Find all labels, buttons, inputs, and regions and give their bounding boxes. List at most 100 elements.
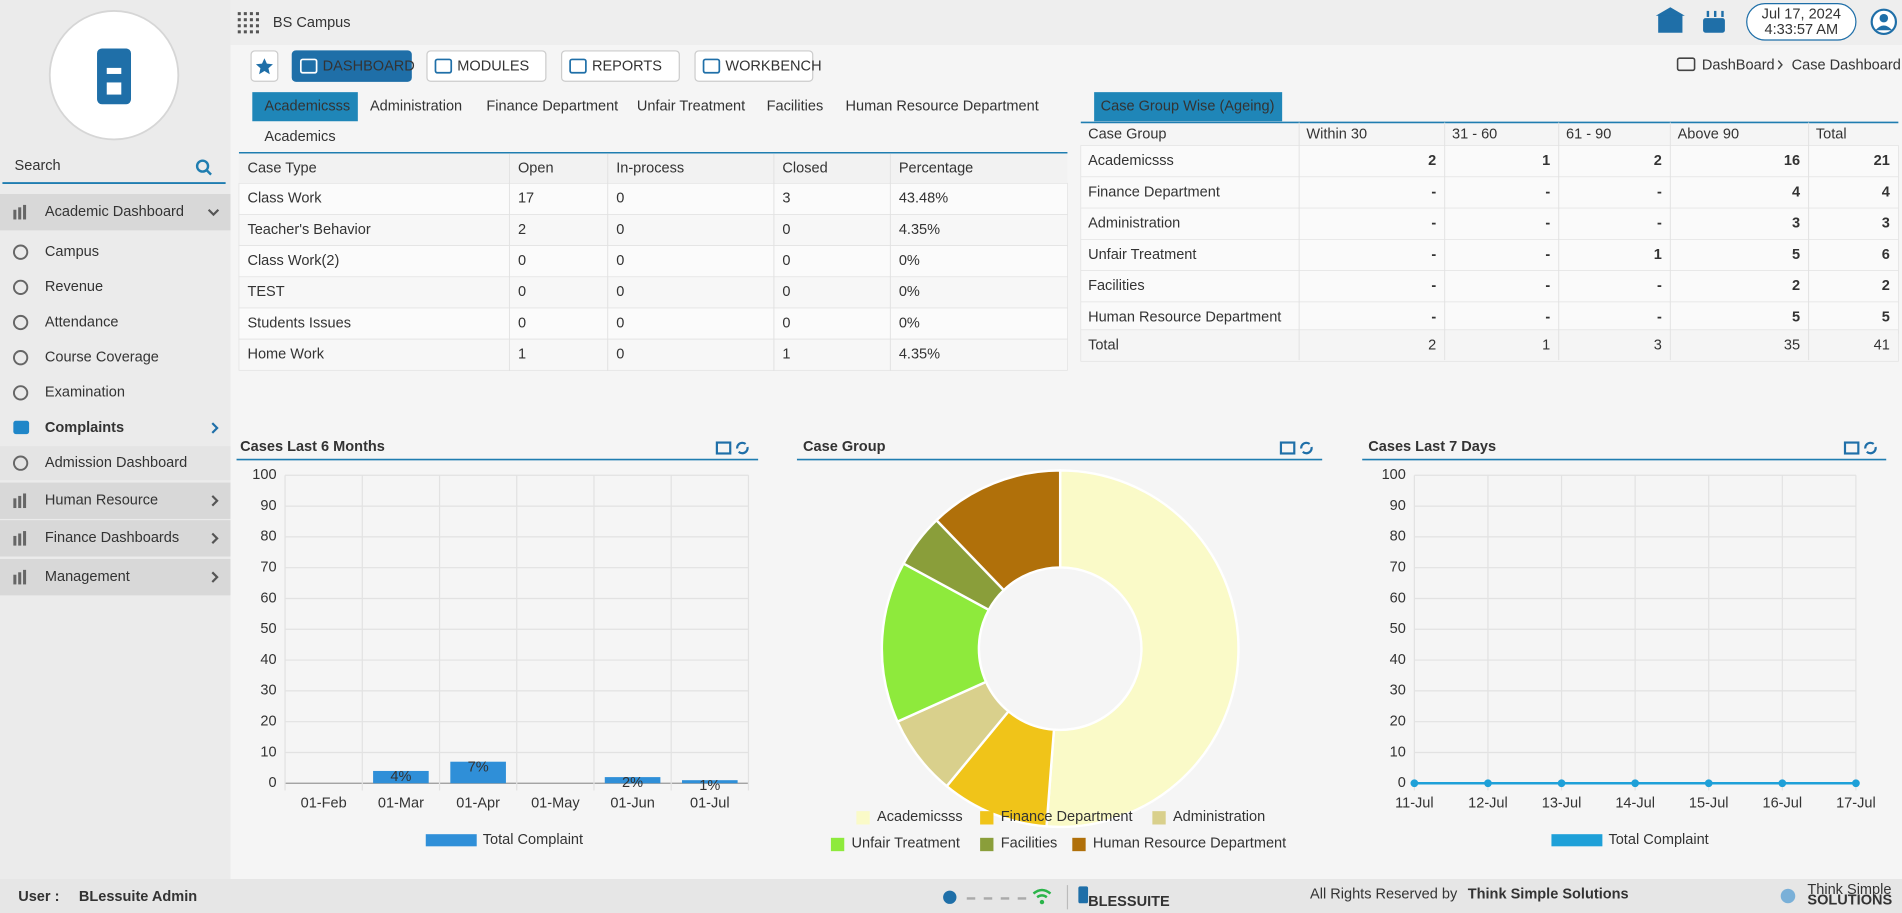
menu-icon	[12, 279, 29, 295]
company-logo-bottom: SOLUTIONS	[1807, 893, 1892, 909]
menu-item[interactable]: Campus	[45, 244, 99, 260]
favourite-star	[255, 58, 273, 75]
search-icon	[195, 159, 210, 173]
tab[interactable]: Finance Department	[486, 99, 618, 115]
birthday-icon[interactable]	[1703, 18, 1725, 33]
menu-item[interactable]: Management	[45, 569, 130, 585]
menu-group-bg	[0, 193, 231, 231]
table-cell: 0	[616, 253, 624, 269]
tab[interactable]: Academics	[264, 129, 335, 145]
brand-name: BLESSUITE	[1088, 894, 1170, 910]
table-cell: -	[1431, 184, 1436, 200]
y-tick-label: 50	[260, 621, 276, 637]
nav-button[interactable]	[694, 50, 814, 82]
legend-label: Facilities	[1001, 836, 1058, 852]
column-header: Within 30	[1306, 126, 1367, 142]
x-tick-label: 13-Jul	[1542, 796, 1582, 812]
tab[interactable]: Academicsss	[264, 99, 350, 115]
menu-item[interactable]: Human Resource	[45, 493, 158, 509]
menu-item[interactable]: Course Coverage	[45, 350, 159, 366]
menu-item[interactable]: Academic Dashboard	[45, 204, 184, 220]
menu-item[interactable]: Finance Dashboards	[45, 530, 179, 546]
maximize-icon[interactable]	[1279, 441, 1296, 455]
column-header: Percentage	[899, 160, 973, 176]
app-grid-icon	[255, 18, 259, 22]
x-tick-label: 14-Jul	[1615, 796, 1655, 812]
menu-icon	[18, 207, 22, 220]
table-cell: -	[1431, 310, 1436, 326]
table-cell: TEST	[247, 284, 284, 300]
menu-icon	[18, 533, 22, 546]
company-logo-top: Think Simple	[1807, 882, 1891, 898]
menu-item[interactable]: Admission Dashboard	[45, 455, 187, 471]
table-cell: 2	[1428, 337, 1436, 353]
app-grid-icon	[243, 12, 247, 16]
logo-mark-gap	[106, 67, 122, 74]
tab[interactable]: Case Group Wise (Ageing)	[1101, 99, 1275, 115]
table-row	[1080, 238, 1899, 272]
tab[interactable]: Human Resource Department	[845, 99, 1038, 115]
maximize-icon[interactable]	[715, 441, 732, 455]
table-cell: Home Work	[247, 346, 324, 362]
breadcrumb-item[interactable]: DashBoard	[1702, 57, 1775, 73]
table-row	[1080, 301, 1899, 334]
campus-icon[interactable]	[1658, 14, 1683, 33]
table-cell: Finance Department	[1088, 184, 1220, 200]
campus-icon-roof	[1655, 7, 1685, 16]
table-cell: 4	[1792, 184, 1801, 200]
nav-button-label: MODULES	[457, 59, 529, 75]
y-tick-label: 100	[252, 467, 276, 483]
menu-item[interactable]: Examination	[45, 385, 125, 401]
tab[interactable]: Facilities	[767, 99, 824, 115]
y-tick-label: 20	[1390, 714, 1406, 730]
refresh-icon[interactable]	[1864, 441, 1877, 455]
app-grid-icon	[255, 24, 259, 28]
app-grid-icon	[249, 18, 253, 22]
table-header-bg	[238, 153, 1068, 185]
tab[interactable]: Administration	[370, 99, 462, 115]
x-tick-label: 17-Jul	[1836, 796, 1876, 812]
table-cell: Academicsss	[1088, 153, 1174, 169]
legend-swatch	[856, 811, 870, 825]
table-cell: 0	[616, 222, 624, 238]
top-bar	[230, 0, 1902, 45]
column-header: Case Group	[1088, 126, 1166, 142]
menu-item[interactable]: Complaints	[45, 420, 124, 436]
search-box[interactable]: Search	[15, 158, 61, 174]
nav-button[interactable]	[561, 50, 680, 82]
y-tick-label: 80	[1390, 529, 1406, 545]
user-name: BLessuite Admin	[79, 889, 197, 905]
table-cell: 0%	[899, 284, 920, 300]
tab-active[interactable]	[252, 92, 358, 122]
menu-icon	[13, 574, 17, 585]
refresh-icon[interactable]	[736, 441, 749, 455]
x-tick-label: 12-Jul	[1468, 796, 1508, 812]
nav-button[interactable]	[291, 50, 412, 82]
nav-button-icon	[569, 58, 587, 74]
menu-icon	[18, 572, 22, 585]
table-row	[238, 245, 1068, 278]
nav-button[interactable]	[426, 50, 547, 82]
menu-item[interactable]: Attendance	[45, 314, 119, 330]
table-cell: 2	[518, 222, 526, 238]
maximize-icon[interactable]	[1843, 441, 1860, 455]
refresh-icon[interactable]	[1300, 441, 1313, 455]
table-cell: 1	[1542, 337, 1550, 353]
column-header: In-process	[616, 160, 684, 176]
table-cell: 0	[616, 191, 624, 207]
line-point	[1852, 779, 1860, 788]
tab[interactable]: Unfair Treatment	[637, 99, 745, 115]
menu-item[interactable]: Revenue	[45, 279, 103, 295]
tab-active[interactable]	[1094, 92, 1283, 122]
logo-mark	[97, 48, 132, 105]
table-cell: 0	[616, 346, 624, 362]
table-row	[1080, 176, 1899, 209]
x-tick-label: 01-Feb	[301, 796, 347, 812]
bar	[604, 777, 661, 784]
birthday-candle	[1721, 10, 1724, 17]
y-tick-label: 60	[1390, 590, 1406, 606]
y-tick-label: 70	[1390, 560, 1406, 576]
table-cell: 4	[1882, 184, 1891, 200]
menu-icon	[13, 498, 17, 509]
